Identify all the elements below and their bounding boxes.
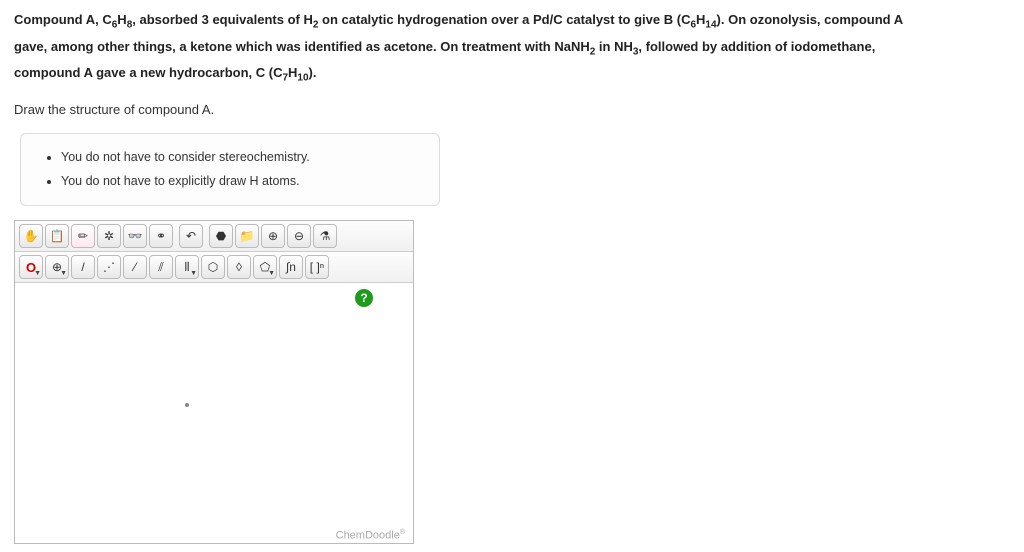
question-text: Compound A, C6H8, absorbed 3 equivalents… — [14, 8, 1010, 88]
element-o-tool[interactable]: O▼ — [19, 255, 43, 279]
link-tool[interactable]: ⚭ — [149, 224, 173, 248]
chemistry-tool[interactable]: ⚗ — [313, 224, 337, 248]
hint-item: You do not have to consider stereochemis… — [61, 146, 421, 170]
double-bond-tool[interactable]: ⁄ — [123, 255, 147, 279]
molecule-tool[interactable]: ⬣ — [209, 224, 233, 248]
canvas-origin-dot — [185, 403, 189, 407]
chain-tool[interactable]: ⋰ — [97, 255, 121, 279]
pentagon-tool[interactable]: ⬠▼ — [253, 255, 277, 279]
zoom-in-tool[interactable]: ⊕ — [261, 224, 285, 248]
folder-tool[interactable]: 📁 — [235, 224, 259, 248]
clipboard-tool[interactable]: 📋 — [45, 224, 69, 248]
zoom-out-tool[interactable]: ⊖ — [287, 224, 311, 248]
integral-tool[interactable]: ∫n — [279, 255, 303, 279]
hexagon-tool[interactable]: ⬡ — [201, 255, 225, 279]
eraser-tool[interactable]: ✏ — [71, 224, 95, 248]
cube-tool[interactable]: ◊ — [227, 255, 251, 279]
draw-instruction: Draw the structure of compound A. — [14, 102, 1010, 117]
hint-item: You do not have to explicitly draw H ato… — [61, 170, 421, 194]
triple-bond-tool[interactable]: ⫽ — [149, 255, 173, 279]
hints-box: You do not have to consider stereochemis… — [20, 133, 440, 207]
q-line3: compound A gave a new hydrocarbon, C (C7… — [14, 65, 317, 80]
q-line2: gave, among other things, a ketone which… — [14, 39, 875, 54]
center-tool[interactable]: ✲ — [97, 224, 121, 248]
single-bond-tool[interactable]: / — [71, 255, 95, 279]
brand-label: ChemDoodle® — [336, 529, 405, 542]
undo-tool[interactable]: ↶ — [179, 224, 203, 248]
help-icon[interactable]: ? — [355, 289, 373, 307]
glasses-tool[interactable]: 👓 — [123, 224, 147, 248]
multi-bond-tool[interactable]: ⫴▼ — [175, 255, 199, 279]
structure-editor: ✋📋✏✲👓⚭↶⬣📁⊕⊖⚗ O▼⊕▼/⋰⁄⫽⫴▼⬡◊⬠▼∫n[ ]ⁿ ? Chem… — [14, 220, 414, 544]
bracket-tool[interactable]: [ ]ⁿ — [305, 255, 329, 279]
toolbar-row-1: ✋📋✏✲👓⚭↶⬣📁⊕⊖⚗ — [15, 221, 413, 252]
q-line1: Compound A, C6H8, absorbed 3 equivalents… — [14, 12, 903, 27]
drawing-canvas[interactable]: ? ChemDoodle® — [15, 283, 413, 543]
hand-tool[interactable]: ✋ — [19, 224, 43, 248]
charge-tool[interactable]: ⊕▼ — [45, 255, 69, 279]
toolbar-row-2: O▼⊕▼/⋰⁄⫽⫴▼⬡◊⬠▼∫n[ ]ⁿ — [15, 252, 413, 283]
